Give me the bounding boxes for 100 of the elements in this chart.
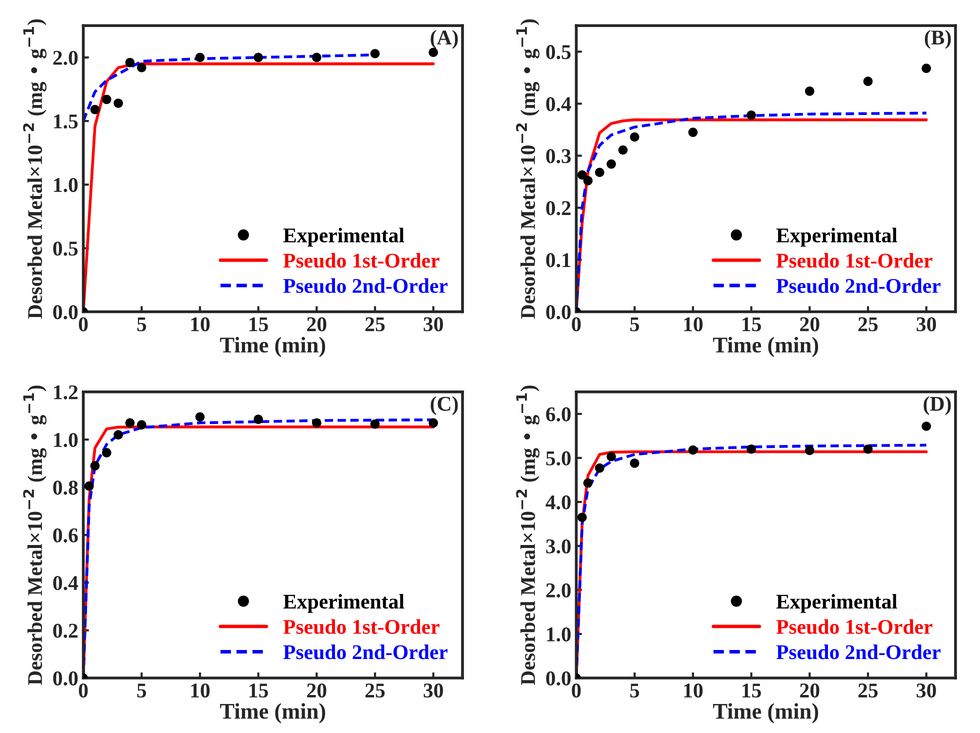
x-tick-label: 15 (742, 317, 761, 332)
legend-label: Experimental (283, 594, 404, 613)
x-tick-label: 10 (191, 317, 210, 332)
x-tick-label: 5 (137, 317, 146, 332)
point (125, 418, 135, 428)
x-tick-label: 15 (742, 684, 761, 698)
point (136, 62, 146, 72)
point (136, 420, 146, 430)
legend-label: Pseudo 1st-Order (776, 253, 932, 268)
x-tick-label: 25 (365, 317, 385, 332)
y-tick-label: 0.5 (546, 45, 571, 60)
point (370, 419, 380, 429)
x-tick-label: 15 (250, 684, 268, 698)
point (630, 458, 640, 468)
y-tick-label: 0.0 (53, 671, 78, 686)
point (577, 512, 587, 522)
x-tick-label: 0 (78, 317, 88, 332)
point (90, 104, 100, 114)
y-tick-label: 0.6 (53, 528, 78, 542)
y-tick-label: 0.4 (53, 576, 78, 590)
x-tick-label: 0 (572, 683, 581, 698)
x-tick-label: 20 (800, 317, 820, 332)
y-tick-label: 0.1 (546, 253, 570, 268)
x-tick-label: 5 (630, 684, 640, 698)
point (370, 48, 380, 58)
y-tick-label: 6.0 (546, 407, 571, 422)
point (577, 170, 587, 180)
point (922, 64, 931, 73)
point (863, 444, 873, 454)
y-tick-label: 0.2 (53, 624, 78, 638)
legend-label: Pseudo 2nd-Order (283, 644, 448, 660)
y-tick-label: 0.4 (546, 97, 572, 112)
legend-label: Pseudo 2nd-Order (776, 644, 940, 660)
point (746, 444, 756, 454)
point (114, 430, 123, 440)
chart-title: (D) (924, 396, 951, 416)
x-tick-label: 30 (916, 317, 936, 332)
y-tick-label: 0.2 (546, 201, 571, 216)
point (688, 128, 698, 137)
x-tick-label: 20 (307, 317, 326, 332)
y-tick-label: 5.0 (546, 451, 571, 466)
x-axis-title: Time (min) (220, 336, 326, 358)
x-tick-label: 20 (800, 683, 820, 698)
point (594, 463, 604, 473)
x-tick-label: 30 (916, 683, 936, 698)
x-axis-title: Time (min) (713, 336, 818, 358)
legend-label: Experimental (283, 228, 404, 247)
y-tick-label: 0.0 (53, 305, 78, 320)
legend-label: Experimental (776, 594, 898, 613)
x-axis-title: Time (min) (220, 703, 326, 724)
point (312, 52, 322, 62)
y-tick-label: 2.0 (53, 50, 78, 65)
point (312, 418, 322, 428)
chart-title: (B) (924, 30, 951, 49)
y-tick-label: 1.0 (547, 627, 571, 642)
x-axis-title: Time (min) (713, 703, 818, 724)
point (922, 422, 931, 431)
y-tick-label: 3.0 (546, 539, 571, 554)
y-tick-label: 1.2 (54, 385, 78, 400)
y-axis-title: Desorbed Metal×10$^{−2}$ (mg • g$^{−1}$) (516, 19, 540, 319)
y-tick-label: 4.0 (546, 495, 571, 510)
y-tick-label: 1.0 (54, 432, 78, 448)
x-tick-label: 10 (684, 683, 703, 698)
point (606, 159, 616, 169)
x-tick-label: 25 (858, 317, 878, 332)
x-tick-label: 10 (684, 317, 703, 332)
x-tick-label: 15 (250, 317, 268, 332)
y-axis-title: Desorbed Metal×10$^{−2}$ (mg • g$^{−1}$) (23, 386, 46, 686)
y-tick-label: 1.5 (54, 114, 78, 129)
point (114, 98, 123, 108)
y-tick-label: 0.5 (53, 242, 78, 256)
x-tick-label: 10 (191, 683, 210, 698)
point (688, 445, 698, 455)
x-tick-label: 5 (630, 317, 640, 332)
point (583, 478, 593, 488)
chart-title: (C) (430, 396, 458, 416)
x-tick-label: 20 (307, 683, 326, 698)
y-axis-title: Desorbed Metal×10$^{−2}$ (mg • g$^{−1}$) (516, 386, 540, 686)
y-tick-label: 1.0 (54, 178, 78, 192)
x-tick-label: 30 (424, 683, 443, 698)
point (195, 412, 205, 422)
point (630, 132, 640, 142)
legend-label: Experimental (776, 228, 898, 247)
legend-label: Pseudo 2nd-Order (283, 278, 448, 294)
point (594, 168, 604, 178)
legend-label: Pseudo 2nd-Order (776, 278, 940, 294)
y-axis-title: Desorbed Metal×10$^{−2}$ (mg • g$^{−1}$) (23, 19, 46, 319)
point (102, 448, 112, 458)
y-tick-label: 2.0 (546, 583, 571, 598)
legend-label: Pseudo 1st-Order (776, 619, 932, 634)
point (428, 418, 438, 428)
point (84, 481, 94, 491)
x-tick-label: 25 (858, 684, 878, 698)
point (195, 52, 205, 62)
x-tick-label: 5 (137, 684, 146, 698)
point (125, 58, 135, 68)
x-tick-label: 0 (572, 317, 581, 332)
y-tick-label: 0.0 (546, 305, 571, 320)
point (90, 461, 100, 470)
x-tick-label: 30 (424, 317, 443, 332)
